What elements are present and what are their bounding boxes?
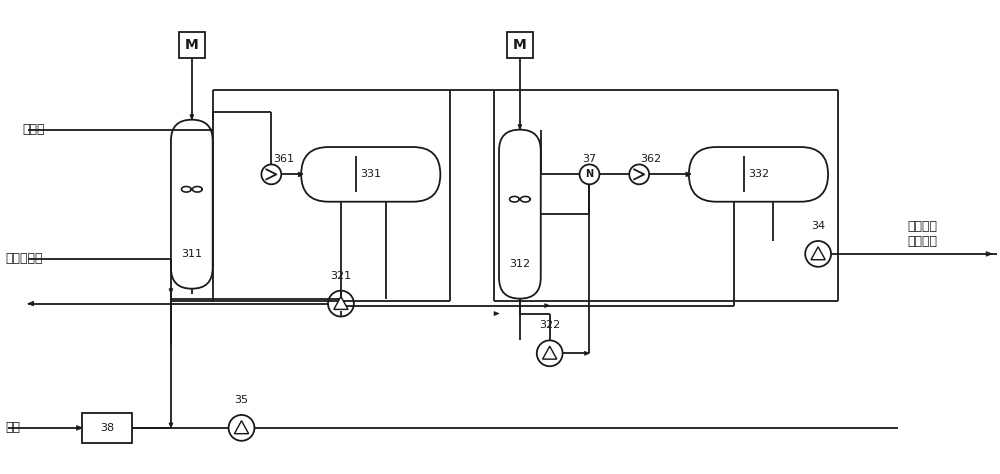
Polygon shape <box>771 197 775 202</box>
FancyBboxPatch shape <box>301 147 440 202</box>
Text: 311: 311 <box>181 249 202 259</box>
Polygon shape <box>494 311 499 316</box>
Polygon shape <box>207 127 213 132</box>
Text: 332: 332 <box>748 169 769 179</box>
Text: 34: 34 <box>811 221 825 231</box>
Text: M: M <box>513 38 527 52</box>
Polygon shape <box>543 346 557 359</box>
Text: M: M <box>185 38 199 52</box>
Text: 正丁醇: 正丁醇 <box>23 123 45 136</box>
Polygon shape <box>986 252 992 256</box>
Text: 37: 37 <box>582 155 597 164</box>
Polygon shape <box>686 172 692 177</box>
Polygon shape <box>732 197 736 202</box>
Polygon shape <box>585 351 589 356</box>
Text: N: N <box>585 169 594 179</box>
Polygon shape <box>811 247 825 260</box>
Bar <box>82 413 132 443</box>
Polygon shape <box>234 421 249 434</box>
Text: 321: 321 <box>330 271 352 281</box>
Polygon shape <box>298 172 304 177</box>
Text: 碱液: 碱液 <box>5 421 20 434</box>
Text: 322: 322 <box>539 320 560 330</box>
Polygon shape <box>190 115 194 120</box>
Bar <box>507 32 533 58</box>
FancyBboxPatch shape <box>689 147 828 202</box>
Polygon shape <box>169 289 173 294</box>
Text: 362: 362 <box>641 155 662 164</box>
Text: 331: 331 <box>360 169 381 179</box>
Polygon shape <box>536 212 541 216</box>
Text: 312: 312 <box>509 259 530 269</box>
FancyBboxPatch shape <box>171 120 213 289</box>
Text: 35: 35 <box>235 395 249 405</box>
Bar <box>179 32 205 58</box>
Text: 38: 38 <box>100 423 114 433</box>
FancyBboxPatch shape <box>499 129 541 299</box>
Polygon shape <box>384 197 388 202</box>
Text: 361: 361 <box>273 155 294 164</box>
Polygon shape <box>169 423 173 428</box>
Text: 辛烯醇去
加氢工序: 辛烯醇去 加氢工序 <box>908 220 938 248</box>
Polygon shape <box>518 125 522 129</box>
Polygon shape <box>339 197 343 202</box>
Polygon shape <box>334 297 348 310</box>
Polygon shape <box>28 301 34 306</box>
Polygon shape <box>76 426 82 430</box>
Polygon shape <box>545 304 550 308</box>
Text: 稀碱液排放: 稀碱液排放 <box>5 252 42 265</box>
